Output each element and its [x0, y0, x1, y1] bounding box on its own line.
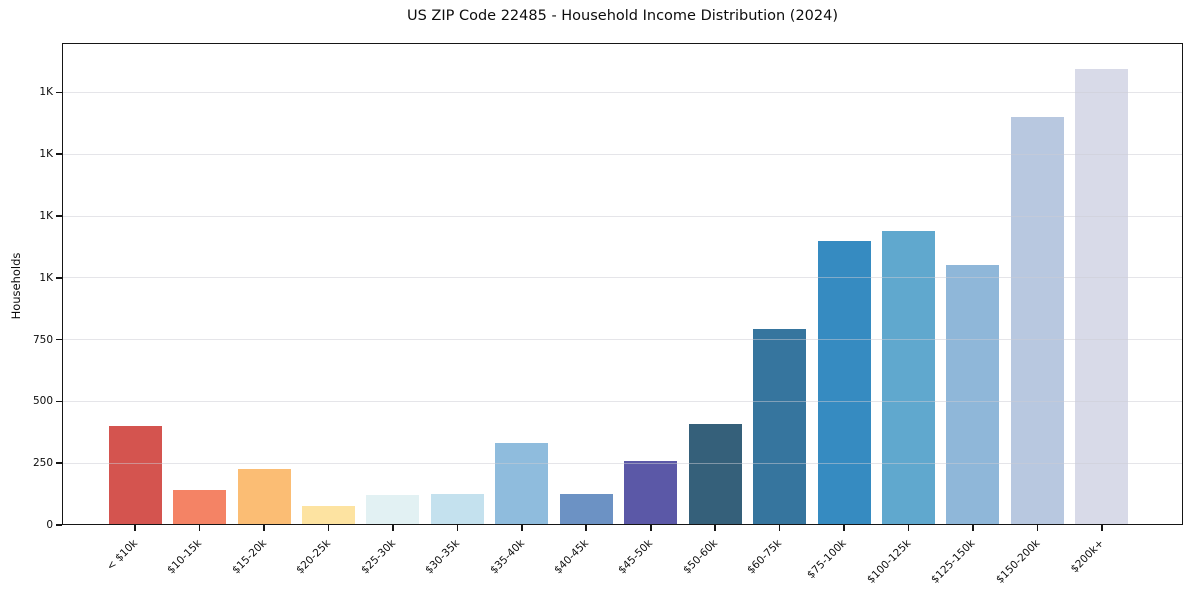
gridline — [62, 400, 1183, 402]
x-tick-mark — [778, 525, 781, 531]
x-tick-mark — [198, 525, 201, 531]
x-tick-label: $35-40k — [487, 537, 527, 577]
x-tick-label: $125-150k — [929, 537, 978, 586]
y-tick-label: 1K — [39, 271, 53, 284]
bar — [237, 469, 291, 525]
gridline — [62, 339, 1183, 341]
x-tick-mark — [585, 525, 588, 531]
y-axis-label: Households — [9, 252, 23, 320]
bar — [1075, 68, 1129, 525]
y-tick-mark — [56, 153, 62, 156]
x-tick-label: $25-30k — [358, 537, 398, 577]
x-tick-mark — [843, 525, 845, 531]
y-tick-label: 1K — [39, 148, 53, 161]
x-tick-mark — [1036, 525, 1039, 531]
plot-area — [62, 43, 1183, 525]
bar — [817, 240, 871, 525]
bar — [688, 423, 742, 525]
x-tick-mark — [456, 525, 459, 531]
x-tick-mark — [263, 525, 265, 531]
bar — [173, 490, 227, 525]
y-tick-label: 0 — [46, 519, 53, 531]
y-tick-mark — [56, 215, 62, 217]
x-tick-mark — [1100, 525, 1103, 531]
x-tick-mark — [649, 525, 652, 531]
gridline — [62, 153, 1183, 155]
x-tick-label: $150-200k — [993, 537, 1043, 586]
x-tick-label: $75-100k — [805, 537, 849, 582]
x-tick-label: $45-50k — [616, 537, 656, 577]
x-tick-label: $15-20k — [229, 537, 269, 577]
x-tick-label: $10-15k — [165, 537, 205, 577]
bar — [302, 506, 356, 525]
x-tick-mark — [907, 525, 910, 531]
gridline — [62, 91, 1183, 93]
x-tick-mark — [714, 525, 716, 531]
gridline — [62, 277, 1183, 279]
bar — [495, 443, 549, 525]
x-tick-mark — [521, 525, 523, 531]
bar — [881, 230, 935, 525]
chart-title: US ZIP Code 22485 - Household Income Dis… — [406, 8, 839, 24]
x-tick-mark — [392, 525, 394, 531]
x-tick-label: $60-75k — [745, 537, 785, 577]
x-tick-mark — [327, 525, 330, 531]
bar — [108, 426, 162, 525]
y-tick-mark — [56, 462, 62, 464]
x-tick-mark — [972, 525, 974, 531]
bar — [946, 265, 1000, 525]
gridline — [62, 215, 1183, 217]
y-tick-label: 750 — [32, 333, 53, 346]
y-tick-mark — [56, 277, 62, 279]
x-tick-label: $100-125k — [864, 537, 914, 586]
bar — [366, 495, 420, 525]
gridline — [62, 462, 1183, 464]
x-tick-label: < $10k — [104, 537, 140, 573]
x-tick-label: $40-45k — [551, 537, 592, 577]
y-tick-label: 1K — [39, 210, 53, 223]
x-tick-label: $20-25k — [294, 537, 334, 577]
x-tick-mark — [134, 525, 136, 531]
x-tick-label: $50-60k — [680, 537, 720, 577]
bar — [624, 460, 678, 525]
y-tick-label: 500 — [32, 395, 53, 408]
bar — [430, 494, 484, 525]
y-tick-mark — [56, 400, 62, 403]
x-tick-label: $200k+ — [1068, 537, 1107, 576]
bar — [753, 328, 807, 525]
bar — [559, 494, 613, 525]
y-tick-mark — [56, 338, 62, 341]
y-tick-label: 1K — [39, 86, 53, 99]
bar — [1010, 117, 1064, 525]
y-tick-mark — [56, 91, 62, 94]
y-tick-label: 250 — [32, 457, 53, 470]
y-tick-mark — [56, 524, 62, 526]
x-tick-label: $30-35k — [423, 537, 463, 577]
